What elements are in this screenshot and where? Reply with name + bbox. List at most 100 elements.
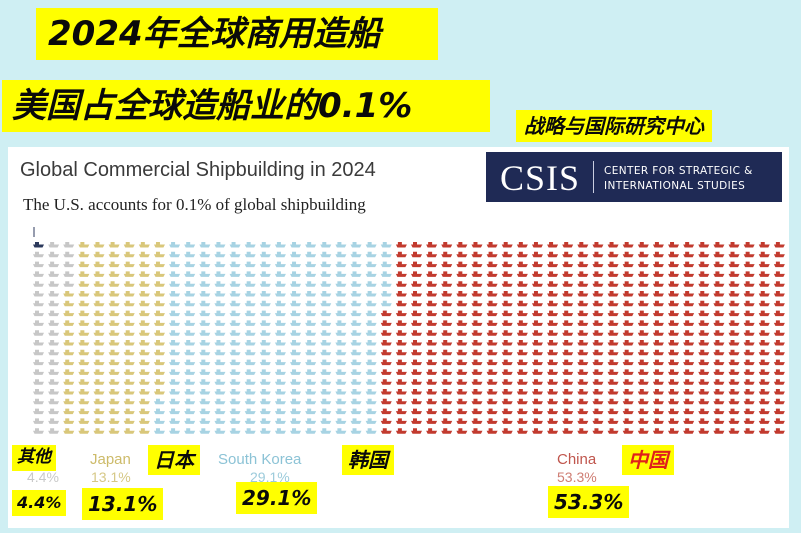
ship-icon-china	[728, 379, 740, 385]
ship-icon-china	[395, 418, 407, 424]
ship-icon-china	[652, 349, 664, 356]
ship-icon-south-korea	[290, 408, 302, 415]
ship-icon-china	[743, 261, 755, 268]
ship-icon--	[48, 261, 60, 268]
ship-icon-china	[592, 408, 604, 415]
ship-icon-south-korea	[244, 261, 256, 268]
ship-icon-china	[426, 398, 438, 405]
ship-icon-south-korea	[380, 261, 392, 268]
ship-icon-south-korea	[290, 389, 302, 395]
ship-icon-china	[713, 349, 725, 356]
ship-icon-south-korea	[320, 271, 332, 277]
ship-icon-china	[531, 271, 543, 277]
ship-icon-south-korea	[305, 310, 317, 317]
ship-icon-china	[441, 310, 453, 317]
ship-icon--	[48, 271, 60, 277]
ship-icon-south-korea	[214, 349, 226, 356]
ship-icon-china	[668, 340, 680, 346]
ship-icon-china	[758, 389, 770, 395]
ship-icon-south-korea	[169, 320, 181, 326]
ship-icon-china	[728, 349, 740, 356]
ship-icon-south-korea	[199, 320, 211, 326]
ship-icon-japan	[138, 349, 150, 356]
ship-icon-japan	[93, 242, 105, 248]
ship-icon-china	[380, 418, 392, 424]
ship-icon-japan	[153, 271, 165, 277]
ship-icon-japan	[123, 261, 135, 268]
ship-icon-japan	[93, 389, 105, 395]
ship-icon-china	[531, 428, 543, 434]
ship-icon-south-korea	[320, 330, 332, 336]
ship-icon-china	[668, 418, 680, 424]
ship-icon-south-korea	[259, 251, 271, 258]
ship-icon-china	[728, 310, 740, 317]
ship-icon-china	[471, 340, 483, 346]
ship-icon-japan	[63, 389, 75, 395]
ship-icon-china	[411, 330, 422, 336]
ship-icon-south-korea	[244, 389, 256, 395]
ship-icon-china	[516, 281, 528, 287]
ship-icon-china	[758, 320, 770, 326]
ship-icon-south-korea	[229, 281, 241, 287]
ship-icon-south-korea	[365, 291, 377, 297]
ship-icon-japan	[63, 349, 75, 356]
ship-icon-china	[471, 261, 483, 268]
ship-icon-china	[516, 408, 528, 415]
ship-icon-south-korea	[365, 428, 377, 434]
ship-icon-china	[456, 340, 468, 346]
ship-icon-china	[668, 330, 680, 336]
ship-icon-south-korea	[199, 398, 211, 405]
logo-text-line-1: CENTER FOR STRATEGIC &	[604, 165, 753, 177]
ship-icon-south-korea	[184, 340, 196, 346]
ship-icon-china	[683, 330, 695, 336]
ship-icon-china	[441, 359, 453, 366]
ship-icon-south-korea	[214, 242, 226, 248]
ship-icon-south-korea	[320, 428, 332, 434]
ship-icon-south-korea	[169, 389, 181, 395]
ship-icon-south-korea	[214, 428, 226, 434]
ship-icon-japan	[138, 408, 150, 415]
ship-icon-south-korea	[259, 359, 271, 366]
ship-icon-china	[592, 349, 604, 356]
ship-icon-south-korea	[335, 300, 347, 307]
ship-icon-china	[773, 281, 785, 287]
ship-icon-japan	[78, 389, 90, 395]
ship-icon-japan	[93, 291, 105, 297]
ship-icon-china	[758, 300, 770, 307]
label-south-korea: South Korea	[218, 451, 302, 468]
ship-icon-china	[486, 291, 498, 297]
ship-icon--	[63, 271, 75, 277]
ship-icon-china	[713, 261, 725, 268]
ship-icon-china	[622, 320, 634, 326]
ship-icon-south-korea	[229, 369, 241, 375]
ship-icon-china	[743, 428, 755, 434]
ship-icon-china	[501, 418, 513, 424]
ship-icon-china	[441, 379, 453, 385]
ship-icon-south-korea	[274, 310, 286, 317]
ship-icon-china	[668, 281, 680, 287]
ship-icon-south-korea	[305, 379, 317, 385]
ship-icon-japan	[63, 291, 75, 297]
ship-icon-south-korea	[184, 428, 196, 434]
ship-icon-japan	[123, 359, 135, 366]
ship-icon-china	[562, 359, 574, 366]
ship-icon-china	[516, 320, 528, 326]
ship-icon-south-korea	[199, 389, 211, 395]
ship-icon-china	[471, 271, 483, 277]
ship-icon-china	[441, 271, 453, 277]
ship-icon-south-korea	[214, 281, 226, 287]
ship-icon-south-korea	[274, 320, 286, 326]
ship-icon-south-korea	[365, 340, 377, 346]
ship-icon-china	[773, 418, 785, 424]
ship-icon-china	[411, 291, 422, 297]
ship-icon-china	[456, 379, 468, 385]
ship-icon-china	[637, 359, 649, 366]
ship-icon-south-korea	[350, 251, 362, 258]
ship-icon-south-korea	[184, 349, 196, 356]
ship-icon-south-korea	[380, 291, 392, 297]
ship-icon-japan	[108, 379, 120, 385]
ship-icon-south-korea	[335, 340, 347, 346]
ship-icon-china	[652, 310, 664, 317]
ship-icon-south-korea	[244, 359, 256, 366]
ship-icon-china	[531, 418, 543, 424]
